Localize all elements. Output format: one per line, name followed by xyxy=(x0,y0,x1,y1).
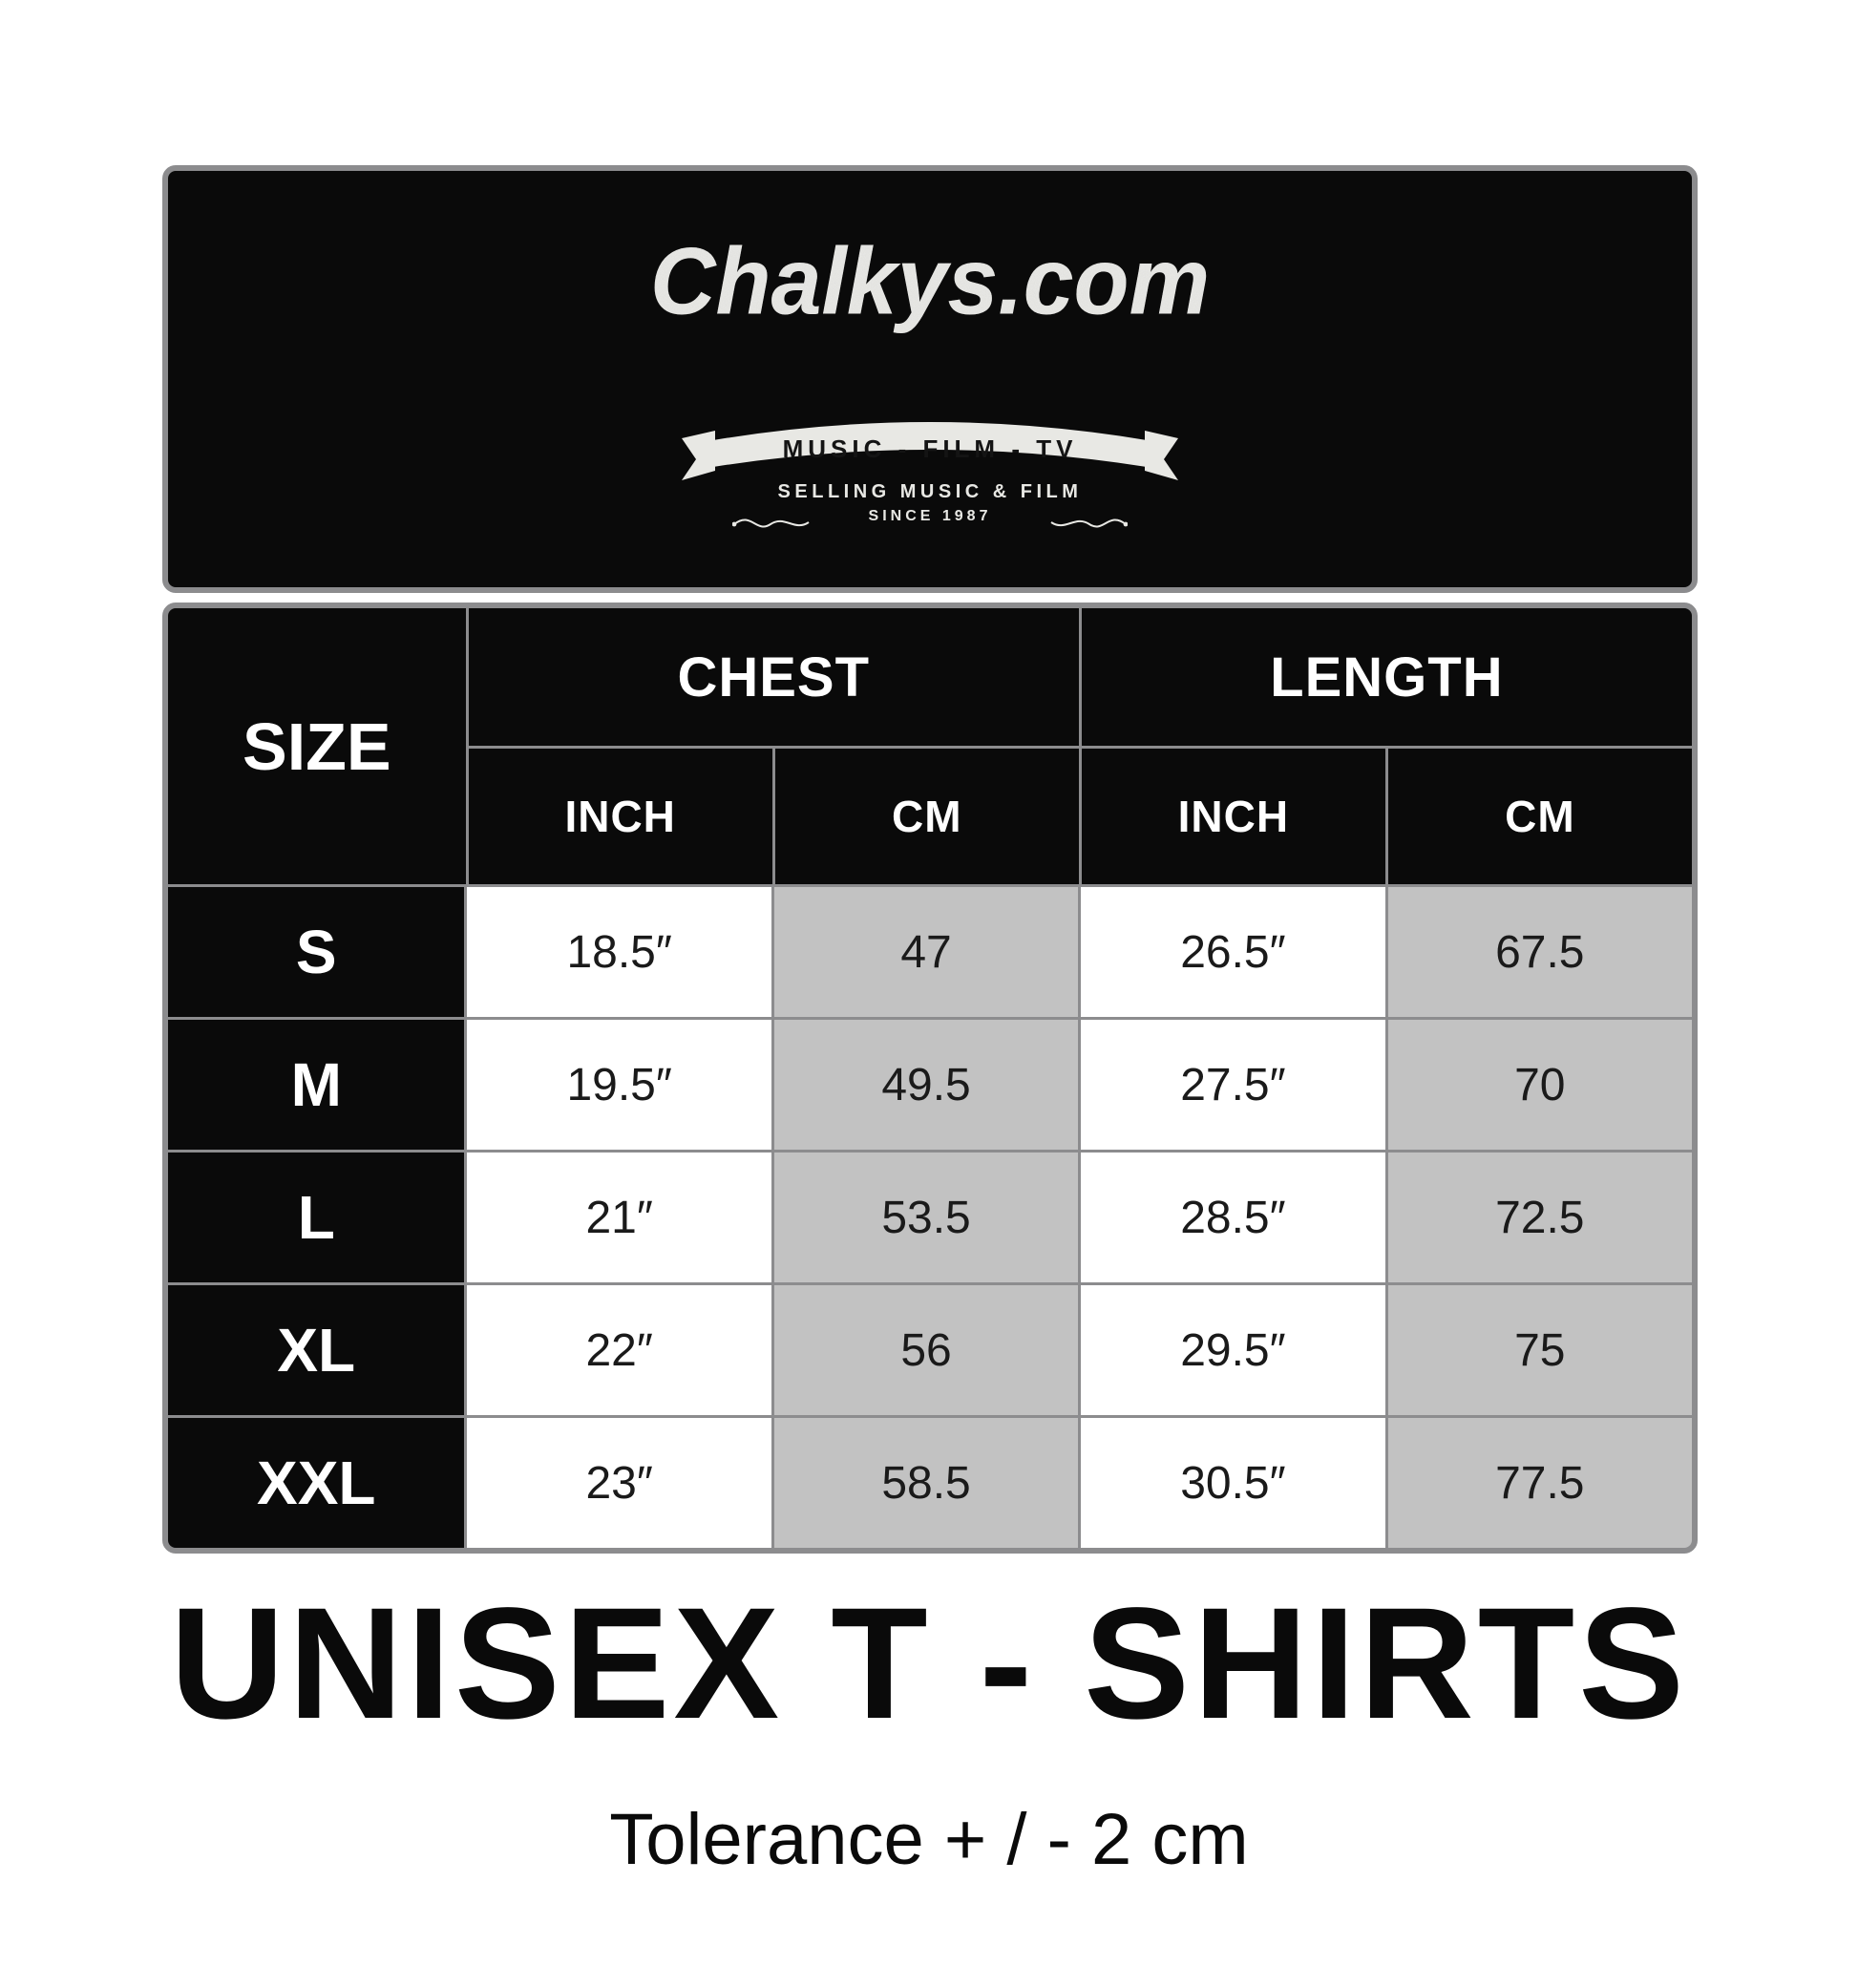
svg-text:MUSIC - FILM - TV: MUSIC - FILM - TV xyxy=(783,434,1078,463)
